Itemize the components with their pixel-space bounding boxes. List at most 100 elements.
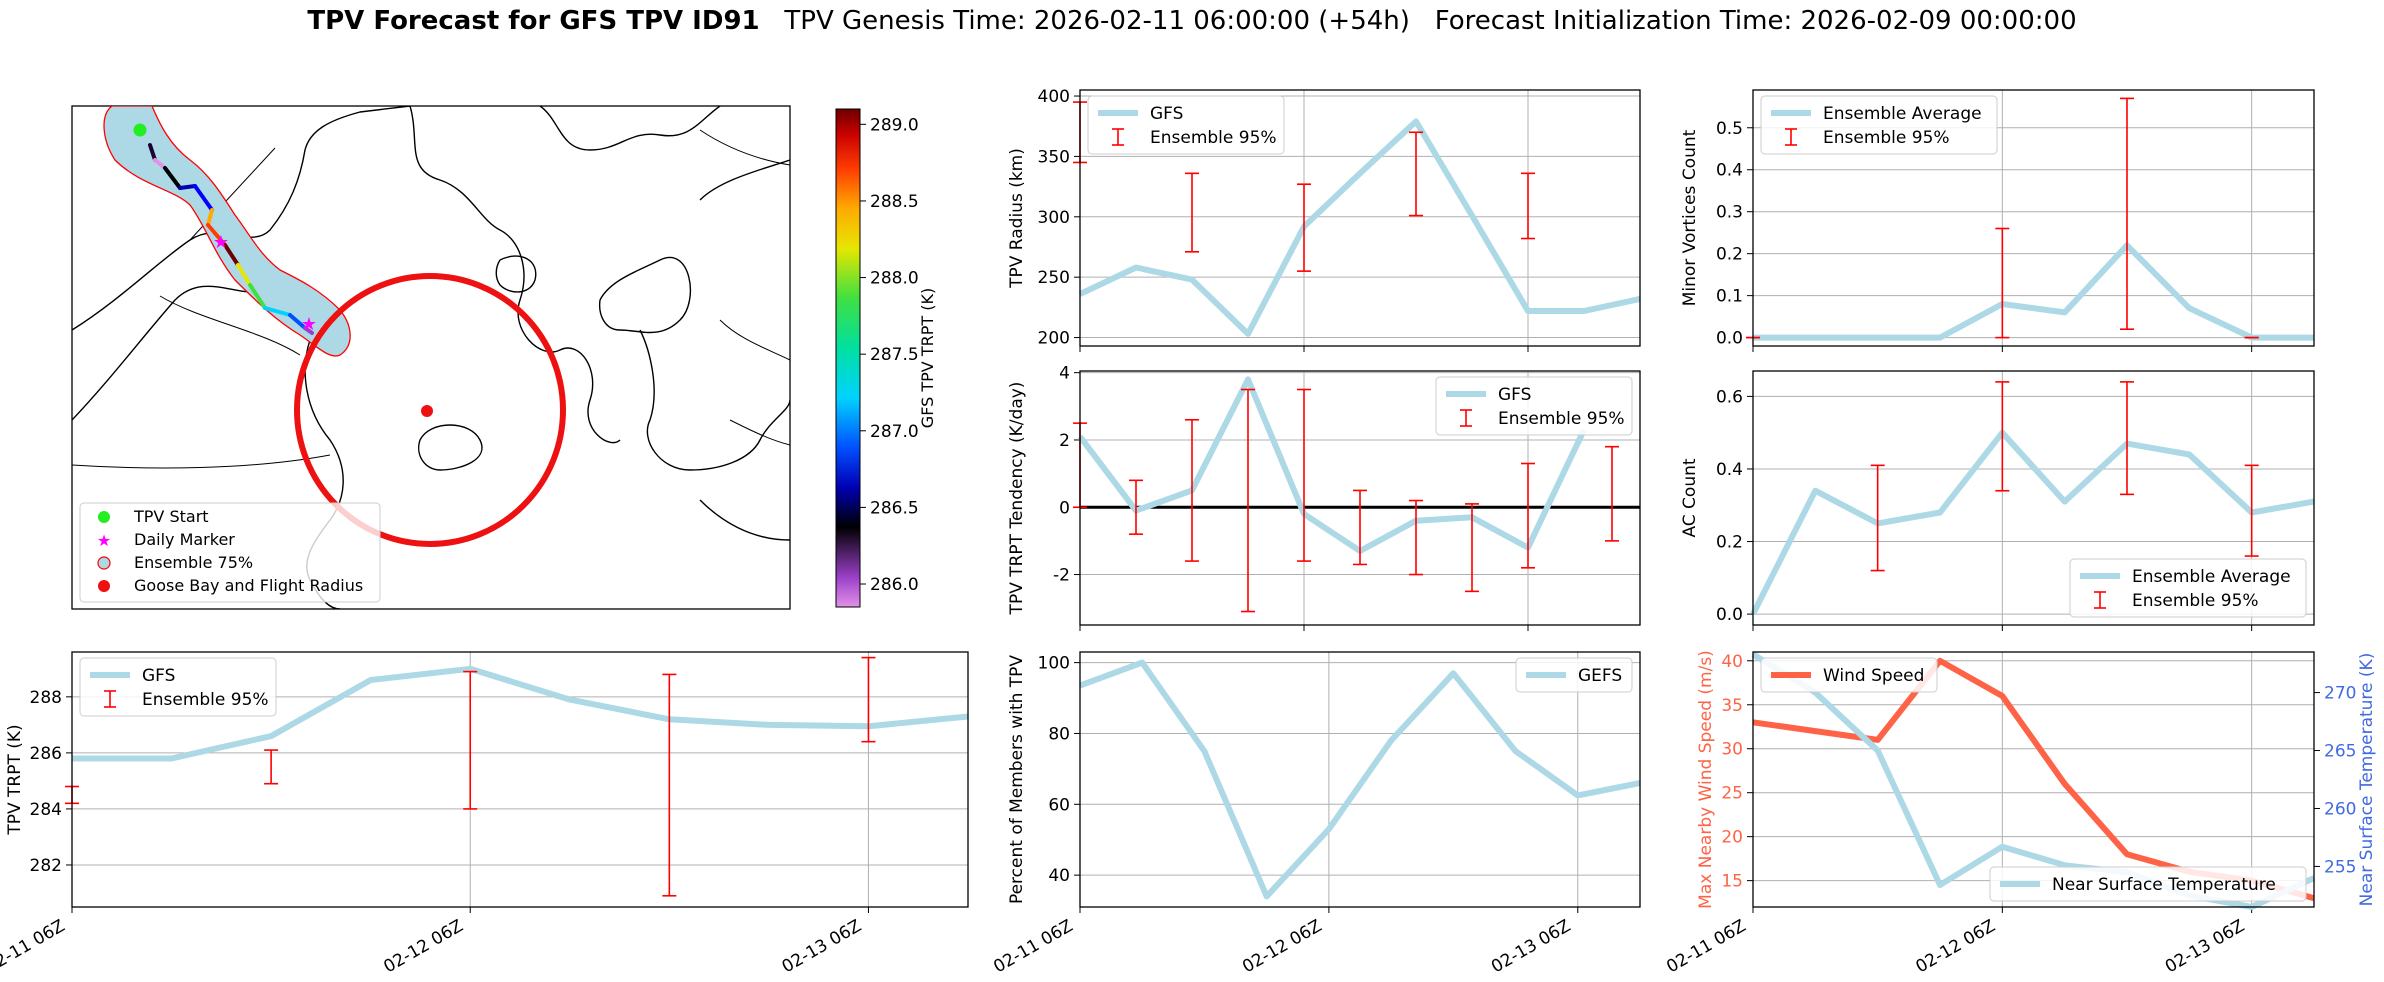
y-tick-label: 15 — [1721, 872, 1743, 892]
y-tick-label: 350 — [1038, 147, 1070, 167]
error-bar — [1129, 479, 1143, 535]
legend: Near Surface Temperature — [1989, 866, 2307, 902]
y-tick-label: 200 — [1038, 329, 1070, 349]
y-tick-label: 0.2 — [1716, 245, 1743, 265]
legend-label: Ensemble Average — [2132, 567, 2291, 587]
legend-start-icon — [98, 511, 110, 523]
y2-tick-label: 255 — [2324, 857, 2356, 877]
colorbar-tick-label: 287.5 — [870, 345, 919, 365]
error-bar — [1353, 489, 1367, 566]
map-legend-label: Goose Bay and Flight Radius — [134, 576, 363, 595]
legend: GFS Ensemble 95% — [79, 657, 277, 717]
y-tick-label: 288 — [30, 688, 62, 708]
map-legend-label: TPV Start — [133, 507, 209, 526]
error-bar — [2244, 464, 2259, 557]
colorbar-tick-label: 286.0 — [870, 575, 919, 595]
error-bar — [1297, 183, 1311, 272]
legend: Ensemble Average Ensemble 95% — [1760, 95, 1998, 155]
legend: Ensemble Average Ensemble 95% — [2069, 558, 2307, 618]
error-bar — [1521, 462, 1535, 569]
plot-area — [1080, 652, 1640, 907]
y-tick-label: 0.0 — [1716, 605, 1743, 625]
figure-title-genesis: TPV Genesis Time: 2026-02-11 06:00:00 (+… — [784, 6, 1410, 36]
x-tick-label: 02-11 06Z — [1663, 916, 1749, 977]
y-axis-label: TPV Radius (km) — [1007, 148, 1027, 289]
y-axis-label: TPV TRPT (K) — [5, 724, 25, 835]
daily-marker: ★ — [213, 232, 229, 253]
legend: GFS Ensemble 95% — [1435, 376, 1633, 436]
map-legend-label: Daily Marker — [134, 530, 235, 549]
y2-axis-label: Near Surface Temperature (K) — [2357, 653, 2377, 907]
colorbar-tick-label: 288.5 — [870, 192, 919, 212]
x-tick-label: 02-13 06Z — [1488, 916, 1574, 977]
y-tick-label: 0 — [1059, 498, 1070, 518]
plot-frame — [1752, 370, 2315, 626]
y-axis-label: TPV TRPT Tendency (K/day) — [1007, 382, 1027, 616]
x-tick-label: 02-13 06Z — [2162, 916, 2248, 977]
legend-box — [1760, 95, 1998, 155]
colorbar-label: GFS TPV TRPT (K) — [918, 288, 937, 428]
legend-label: Ensemble 95% — [142, 690, 269, 710]
gfs-track — [148, 143, 314, 335]
error-bar — [861, 656, 876, 743]
map-content: ★ ★ — [72, 106, 790, 609]
series-line — [1078, 659, 1641, 900]
y-tick-label: 20 — [1721, 828, 1743, 848]
y-axis-label: AC Count — [1680, 458, 1700, 537]
series-line — [1750, 429, 2315, 616]
legend-box — [1760, 657, 1938, 693]
y-tick-label: 80 — [1048, 724, 1070, 744]
map-legend-label: Ensemble 75% — [134, 553, 253, 572]
chart-tendency: -2 0 2 4 TPV TRPT Tendency (K/day) GFS Ensembl… — [1007, 364, 1641, 631]
y-tick-label: 0.2 — [1716, 533, 1743, 553]
error-bar — [463, 670, 478, 810]
y-tick-label: 284 — [30, 800, 62, 820]
colorbar-tick-label: 286.5 — [870, 498, 919, 518]
plot-frame — [1752, 651, 2315, 908]
tpv-start-marker — [133, 123, 147, 137]
legend-label: GFS — [1498, 385, 1531, 405]
figure-title: TPV Forecast for GFS TPV ID91 TPV Genesi… — [0, 6, 2384, 36]
plot-frame — [71, 651, 969, 908]
colorbar-tick-label: 287.0 — [870, 422, 919, 442]
x-tick-label: 02-12 06Z — [380, 916, 466, 977]
legend-box — [1515, 657, 1633, 693]
y-tick-label: 250 — [1038, 268, 1070, 288]
plot-frame — [1752, 89, 2315, 347]
error-bar — [662, 673, 677, 897]
goose-bay-marker — [421, 405, 433, 417]
series-line — [72, 665, 969, 762]
y-tick-label: 0.4 — [1716, 460, 1743, 480]
error-bar — [1995, 381, 2010, 492]
y-tick-label: 0.1 — [1716, 287, 1743, 307]
map-legend: TPV Start ★ Daily Marker Ensemble 75% Go… — [79, 502, 381, 603]
plot-frame — [1079, 651, 1641, 908]
error-bar — [2120, 97, 2134, 331]
x-tick-label: 02-11 06Z — [0, 916, 69, 977]
coastlines — [72, 106, 790, 609]
y-tick-label: 2 — [1059, 431, 1070, 451]
legend: Wind Speed — [1760, 657, 1938, 693]
colorbar-tick-label: 289.0 — [870, 115, 919, 135]
y2-tick-label: 260 — [2324, 799, 2356, 819]
y2-tick-label: 265 — [2324, 742, 2356, 762]
y-tick-label: 35 — [1721, 696, 1743, 716]
legend-label: GFS — [1150, 104, 1183, 124]
chart-wind_temp: 02-11 06Z 02-12 06Z 02-13 06Z 15 20 25 30 35 40 2… — [1663, 650, 2377, 977]
y-tick-label: 0.3 — [1716, 203, 1743, 223]
legend-label: Near Surface Temperature — [2052, 875, 2276, 895]
error-bar — [1409, 131, 1423, 217]
error-bar — [1521, 172, 1535, 240]
error-bar — [1185, 172, 1199, 253]
y-tick-label: 282 — [30, 856, 62, 876]
x-tick-label: 02-12 06Z — [1239, 916, 1325, 977]
error-bar — [264, 749, 279, 785]
legend-label: GEFS — [1578, 666, 1622, 686]
legend-label: Wind Speed — [1823, 666, 1924, 686]
error-bar — [1409, 499, 1423, 576]
legend-star-icon: ★ — [97, 531, 111, 550]
y-axis-label: Minor Vortices Count — [1680, 129, 1700, 306]
y-tick-label: 300 — [1038, 208, 1070, 228]
colorbar-tick-label: 288.0 — [870, 269, 919, 289]
